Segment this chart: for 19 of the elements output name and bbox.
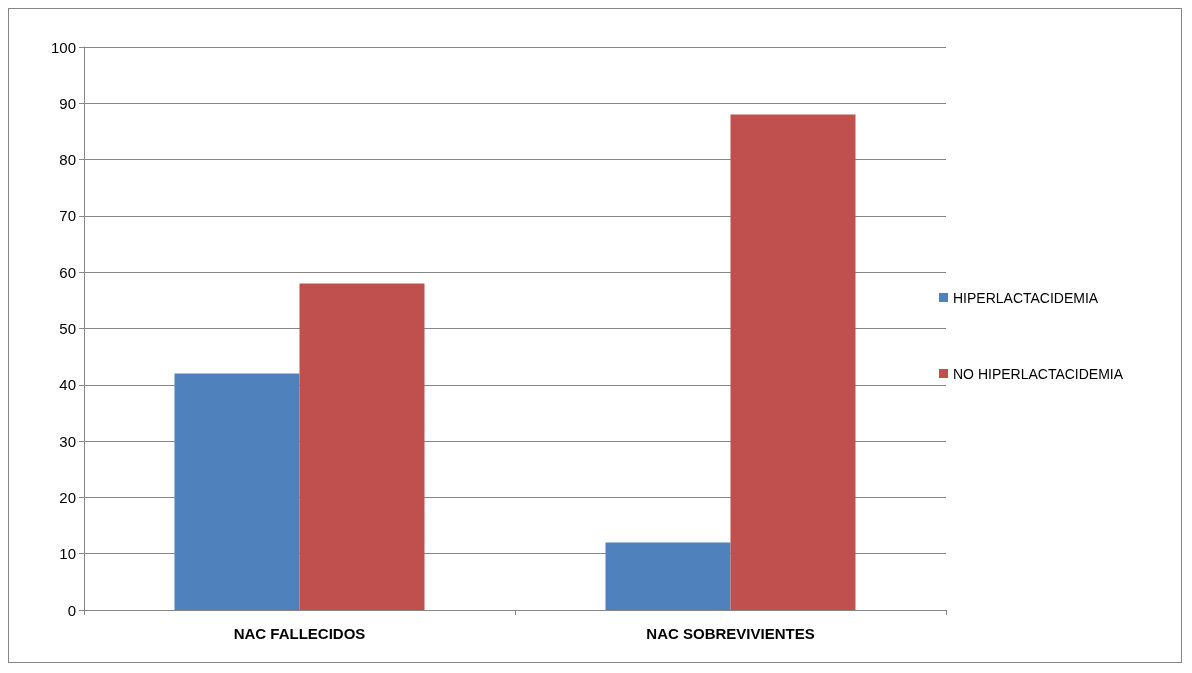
y-tick-label: 70 (59, 207, 76, 225)
y-tick-label: 50 (59, 320, 76, 337)
y-tick-label: 80 (59, 151, 76, 169)
y-tick-label: 100 (50, 38, 76, 56)
y-tick-label: 60 (59, 263, 76, 281)
x-tick-label: NAC SOBREVIVIENTES (646, 625, 815, 642)
bar (730, 114, 856, 610)
legend-label: NO HIPERLACTACIDEMIA (953, 365, 1124, 382)
legend-label: HIPERLACTACIDEMIA (953, 289, 1099, 306)
bar (299, 283, 425, 610)
y-tick-label: 40 (59, 376, 76, 394)
x-tick-label: NAC FALLECIDOS (233, 625, 366, 642)
y-tick-label: 30 (59, 432, 76, 450)
bar (174, 373, 300, 610)
bar (605, 542, 731, 610)
y-tick-label: 10 (59, 545, 76, 563)
y-tick-label: 0 (67, 601, 76, 619)
y-tick-label: 90 (59, 94, 76, 112)
y-tick-label: 20 (59, 488, 76, 506)
